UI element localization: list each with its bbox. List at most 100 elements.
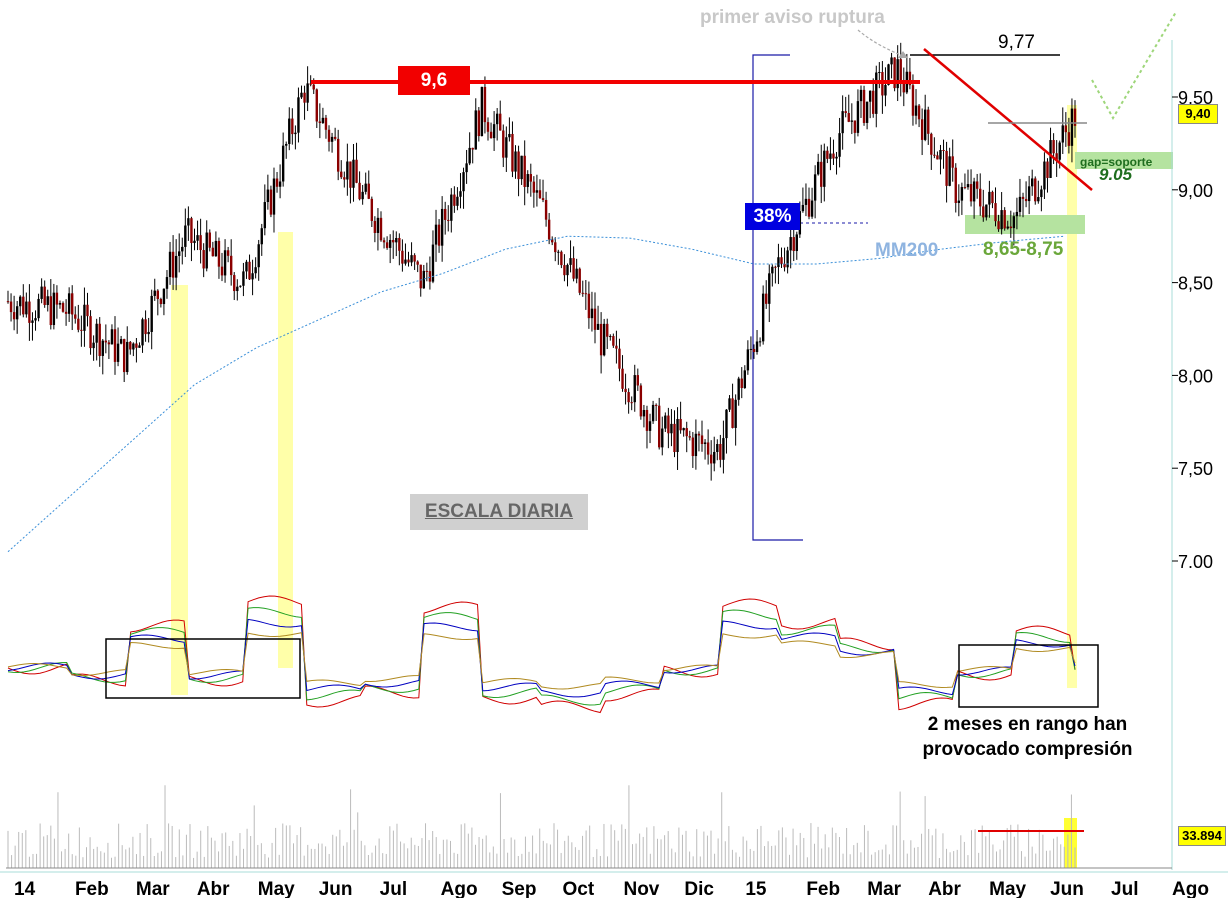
- candle-body: [184, 225, 187, 247]
- candle-body: [728, 398, 731, 410]
- candle-body: [80, 329, 83, 331]
- candle-body: [190, 218, 193, 244]
- candle-body: [673, 423, 676, 453]
- candle-body: [269, 189, 273, 215]
- candle-body: [1000, 210, 1003, 230]
- candle-body: [229, 255, 233, 276]
- candle-body: [664, 415, 667, 429]
- candle-body: [872, 90, 875, 114]
- ma200-label: MM200: [875, 240, 939, 261]
- candle-body: [670, 423, 673, 434]
- candle-body: [379, 217, 383, 241]
- highlight-column-jun15: [1067, 105, 1077, 688]
- candle-body: [462, 172, 465, 192]
- candle-body: [1027, 186, 1031, 202]
- candle-body: [1037, 197, 1040, 202]
- x-tick-label: 14: [14, 879, 36, 898]
- candle-body: [352, 159, 355, 188]
- candle-body: [599, 323, 603, 356]
- compression-note: 2 meses en rango han provocado compresió…: [905, 712, 1150, 762]
- candle-body: [116, 343, 120, 362]
- candle-body: [963, 187, 967, 189]
- candle-body: [416, 261, 419, 265]
- candle-body: [584, 293, 588, 295]
- candle-body: [1034, 178, 1037, 202]
- candle-body: [281, 145, 285, 182]
- candle-body: [28, 301, 31, 323]
- candle-body: [251, 273, 254, 280]
- candle-body: [991, 191, 994, 204]
- y-tick-label: 9,50: [1178, 88, 1213, 108]
- candle-body: [168, 251, 172, 278]
- candle-body: [226, 250, 230, 256]
- candle-body: [144, 319, 147, 335]
- candle-body: [37, 298, 40, 319]
- candle-body: [1061, 125, 1064, 143]
- candle-body: [499, 113, 502, 131]
- candle-body: [275, 178, 279, 187]
- candle-body: [765, 293, 768, 304]
- candle-body: [129, 341, 132, 350]
- highlight-column-mar: [171, 285, 188, 695]
- x-tick-label: Nov: [623, 879, 659, 898]
- candle-body: [83, 304, 86, 331]
- candle-body: [489, 131, 493, 139]
- candle-body: [413, 255, 416, 262]
- highlight-columns: [171, 105, 1077, 868]
- candle-body: [554, 242, 557, 253]
- candle-body: [162, 288, 166, 305]
- candle-body: [159, 298, 163, 305]
- candle-body: [988, 191, 991, 205]
- candle-body: [844, 111, 847, 114]
- candle-body: [333, 136, 337, 139]
- x-tick-label: Sep: [502, 879, 537, 898]
- candle-body: [566, 264, 569, 276]
- candle-body: [908, 71, 912, 86]
- candle-body: [401, 250, 404, 264]
- candle-body: [700, 435, 704, 445]
- candle-body: [911, 85, 915, 116]
- candle-body: [526, 174, 529, 187]
- candle-body: [706, 442, 710, 455]
- candle-body: [89, 316, 92, 349]
- candle-body: [1003, 210, 1006, 229]
- fib-bracket: [752, 54, 803, 541]
- candle-body: [572, 258, 575, 279]
- candle-body: [676, 418, 679, 453]
- candle-body: [618, 348, 621, 369]
- candle-body: [410, 255, 413, 263]
- candle-body: [630, 402, 633, 404]
- candle-body: [373, 220, 377, 233]
- candle-body: [236, 286, 239, 292]
- candle-body: [1049, 140, 1052, 178]
- candle-body: [46, 296, 49, 305]
- candle-body: [725, 409, 728, 439]
- candle-body: [220, 266, 224, 276]
- candle-body: [278, 181, 282, 187]
- candle-body: [602, 323, 606, 356]
- candle-body: [1058, 142, 1061, 160]
- candle-body: [1046, 161, 1049, 178]
- projection-check: [1091, 11, 1177, 121]
- candle-body: [719, 444, 722, 460]
- candle-body: [257, 244, 260, 268]
- candle-body: [98, 323, 101, 356]
- candle-body: [841, 111, 844, 134]
- candle-body: [847, 113, 850, 122]
- candle-body: [349, 161, 352, 188]
- gap-support-label: gap=soporte: [1080, 155, 1153, 169]
- candle-body: [395, 238, 398, 243]
- x-tick-label: Abr: [928, 879, 961, 898]
- candle-body: [563, 265, 566, 276]
- candle-body: [804, 198, 808, 205]
- candle-body: [716, 444, 719, 452]
- price-candles: [6, 42, 1077, 481]
- candle-body: [67, 293, 71, 314]
- x-tick-label: Ago: [1172, 879, 1209, 898]
- candle-body: [1030, 178, 1034, 187]
- x-tick-label: Jun: [319, 879, 353, 898]
- candle-body: [71, 293, 74, 315]
- candle-body: [636, 375, 640, 386]
- candle-body: [306, 83, 309, 103]
- candle-body: [541, 198, 545, 200]
